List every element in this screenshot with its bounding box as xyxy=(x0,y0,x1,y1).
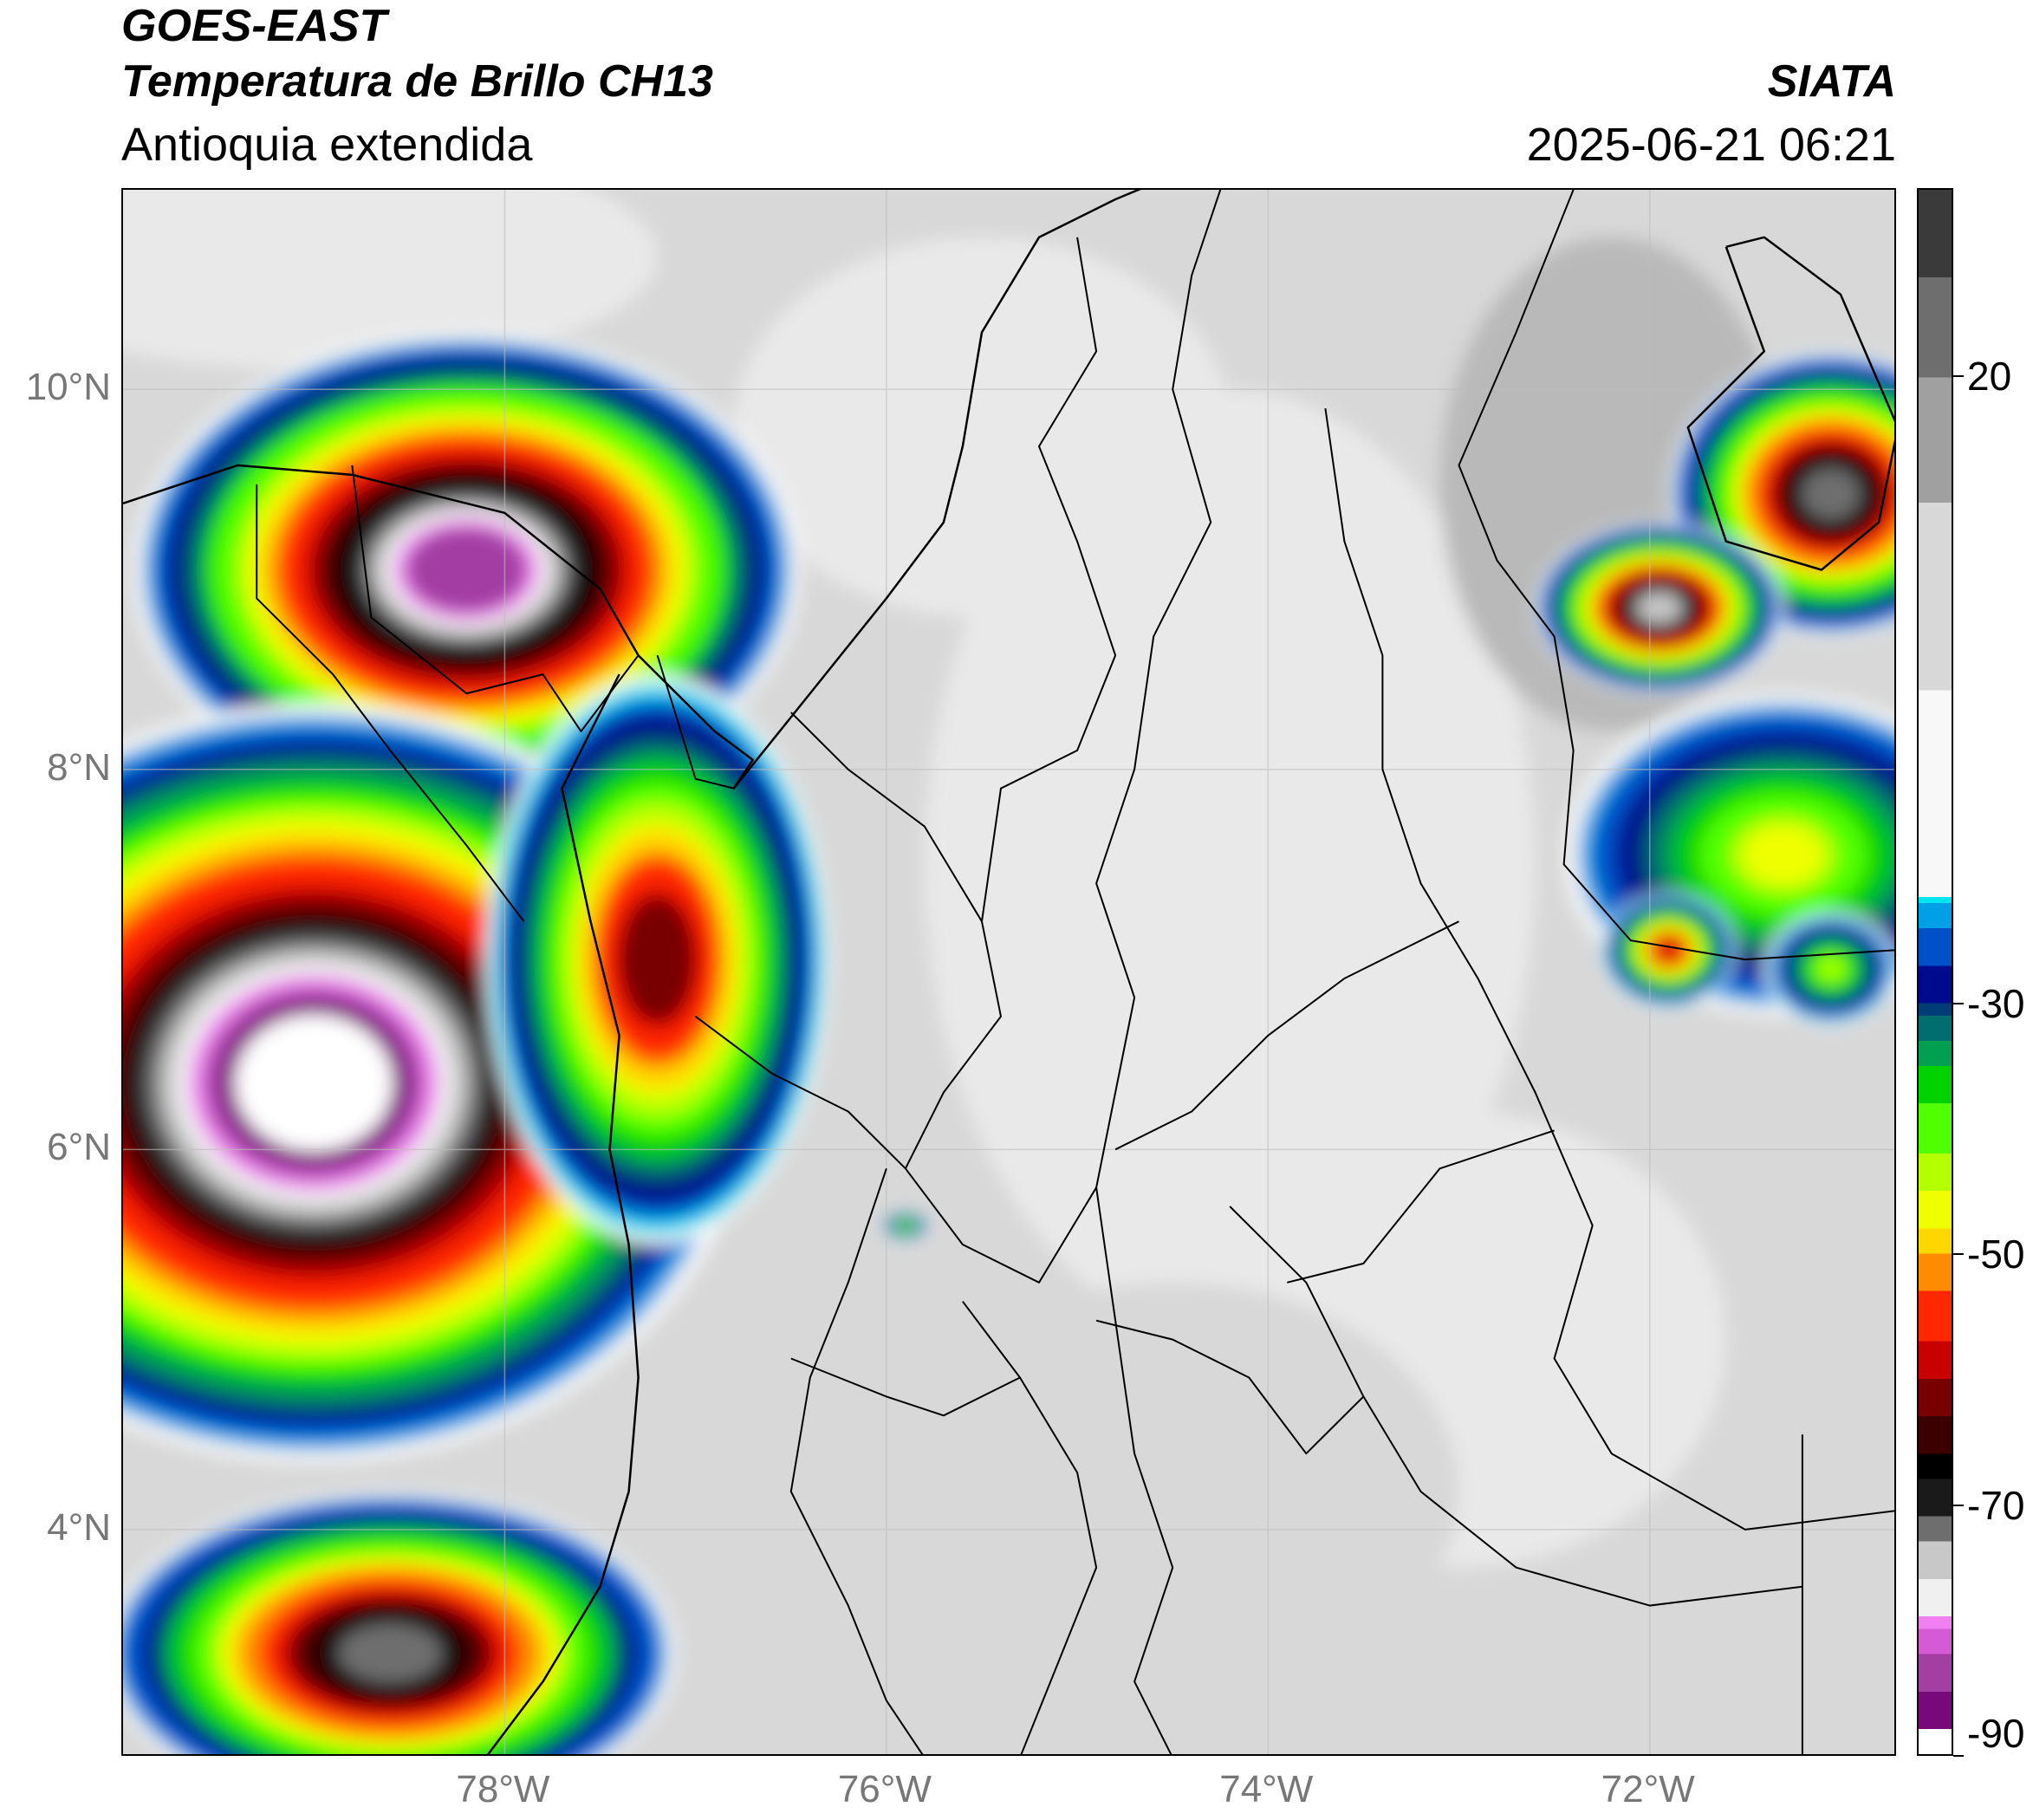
cloud-system-4 xyxy=(485,674,829,1245)
datetime-label: 2025-06-21 06:21 xyxy=(1526,119,1896,171)
border-line-12 xyxy=(1287,1129,1555,1284)
border-line-14 xyxy=(790,1357,1021,1417)
colorbar-tick-label: -30 xyxy=(1967,980,2025,1026)
pacific-coastline xyxy=(486,673,640,1754)
colorbar-tick-mark xyxy=(1953,1002,1964,1004)
colorbar-tick-label: 20 xyxy=(1967,354,2012,400)
satellite-title: GOES-EAST xyxy=(121,1,387,51)
cloud-system-2 xyxy=(123,703,753,1463)
lat-tick-label: 4°N xyxy=(47,1505,111,1549)
product-title: Temperatura de Brillo CH13 xyxy=(121,56,713,107)
border-line-13 xyxy=(695,1015,906,1170)
border-line-10 xyxy=(1229,1206,1803,1607)
cloud-system-1 xyxy=(133,332,801,808)
border-line-7 xyxy=(1324,408,1894,1531)
lake-maracaibo-outline xyxy=(1686,236,1894,571)
border-line-17 xyxy=(256,484,525,922)
border-line-15 xyxy=(1095,1319,1365,1455)
colorbar-tick-label: -70 xyxy=(1967,1482,2025,1528)
border-line-6 xyxy=(981,237,1117,922)
colorbar-tick-label: -90 xyxy=(1967,1711,2025,1756)
region-subtitle: Antioquia extendida xyxy=(121,119,533,171)
cloud-system-8 xyxy=(1601,893,1736,1007)
convective-clouds xyxy=(123,332,1894,1754)
source-label: SIATA xyxy=(1767,56,1896,107)
satellite-map[interactable] xyxy=(121,188,1896,1756)
border-line-11 xyxy=(1114,920,1459,1151)
cloud-system-9 xyxy=(1763,912,1894,1026)
lat-tick-label: 8°N xyxy=(47,745,111,789)
border-line-16 xyxy=(351,465,640,732)
temperature-colorbar xyxy=(1917,188,1953,1756)
lat-tick-label: 6°N xyxy=(47,1126,111,1169)
colorbar-tick-mark xyxy=(1953,1504,1964,1506)
border-line-4 xyxy=(1095,190,1222,1754)
lon-tick-label: 74°W xyxy=(1219,1768,1314,1810)
cloud-system-3 xyxy=(123,1492,677,1754)
border-line-5 xyxy=(790,712,1097,1284)
border-line-2 xyxy=(1458,190,1894,961)
lat-tick-label: 10°N xyxy=(25,366,111,409)
border-line-9 xyxy=(962,1301,1098,1754)
border-line-1 xyxy=(656,654,734,790)
lon-tick-label: 76°W xyxy=(837,1768,932,1810)
colorbar-tick-mark xyxy=(1953,1253,1964,1256)
border-line-8 xyxy=(789,1167,924,1754)
lon-tick-label: 72°W xyxy=(1601,1768,1695,1810)
cloud-system-10 xyxy=(882,1212,929,1239)
colorbar-tick-mark xyxy=(1953,375,1964,378)
colorbar-tick-mark xyxy=(1953,1755,1964,1757)
political-boundaries xyxy=(123,190,1894,1754)
map-canvas xyxy=(123,190,1894,1754)
colorbar-tick-label: -50 xyxy=(1967,1232,2025,1277)
gridlines xyxy=(123,190,1894,1754)
lon-tick-label: 78°W xyxy=(456,1768,550,1810)
cloud-system-6 xyxy=(1535,522,1783,694)
